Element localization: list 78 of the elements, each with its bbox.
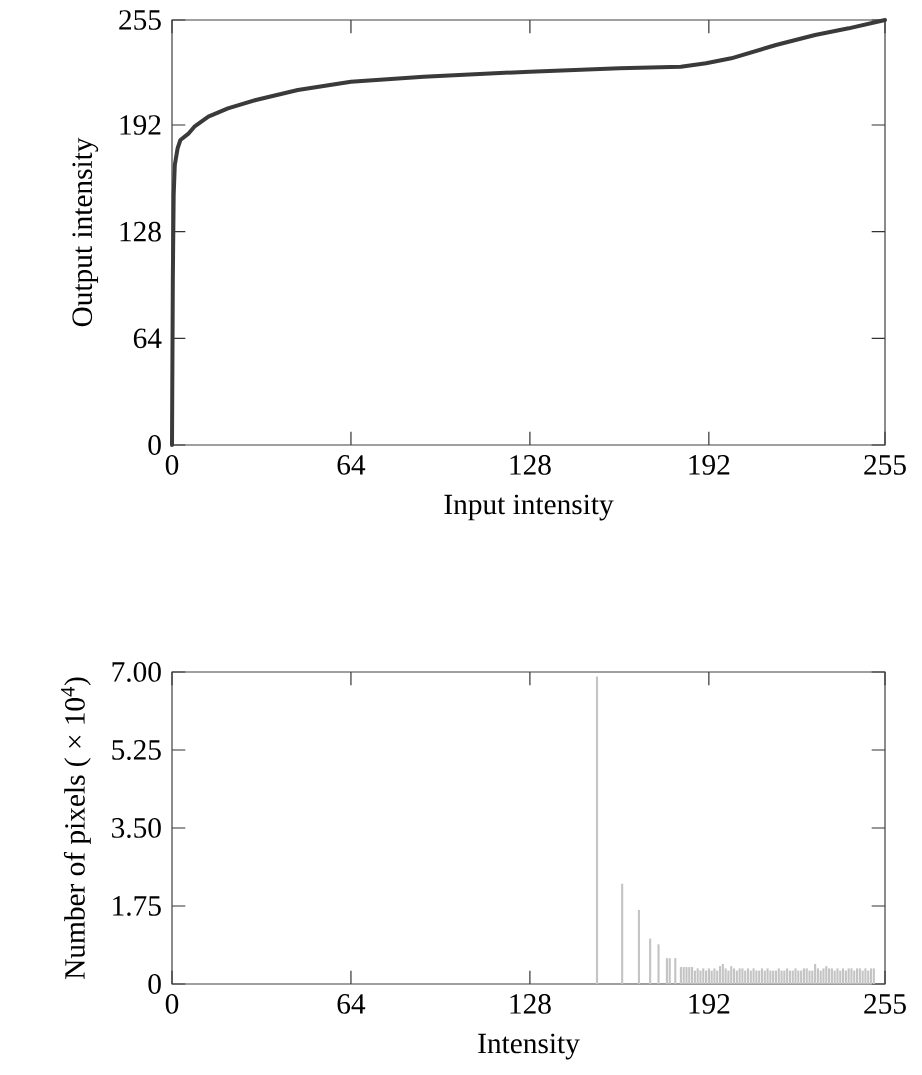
bar	[668, 958, 671, 984]
y-tick-label: 5.25	[112, 740, 161, 760]
bar	[869, 968, 873, 984]
y-tick-label: 0	[148, 974, 161, 994]
bar	[872, 968, 875, 984]
x-tick-label: 255	[864, 994, 906, 1014]
y-tick-label: 192	[120, 115, 161, 135]
y-axis-title: Number of pixels ( × 10$^{4}$)	[61, 677, 91, 979]
y-axis-title: Output intensity	[72, 137, 99, 327]
bar	[819, 970, 822, 984]
bar	[777, 968, 780, 984]
y-tick-label: 3.50	[112, 818, 161, 838]
bar	[861, 970, 864, 984]
x-tick-label: 192	[689, 994, 730, 1014]
bar	[679, 967, 682, 984]
y-tick-label: 7.00	[112, 662, 161, 682]
bar	[707, 968, 710, 984]
bar	[847, 968, 850, 984]
line-series	[170, 17, 888, 447]
bar	[744, 970, 747, 984]
bar	[833, 970, 836, 984]
bar	[772, 970, 775, 984]
bar	[867, 970, 870, 984]
bar	[816, 968, 819, 984]
y-tick-label: 255	[119, 10, 161, 30]
x-tick-label: 64	[337, 455, 366, 475]
bar	[724, 968, 727, 984]
bar	[682, 967, 685, 984]
x-tick-label: 64	[337, 994, 366, 1014]
y-tick-label: 128	[120, 221, 161, 242]
bar	[732, 968, 736, 984]
bar	[758, 970, 761, 984]
bar	[853, 970, 856, 984]
bar	[693, 970, 696, 984]
bar	[716, 970, 719, 984]
bar	[738, 968, 741, 984]
bar	[825, 966, 828, 984]
bar	[755, 970, 758, 984]
bar	[769, 970, 772, 984]
bar	[718, 966, 722, 984]
bar	[797, 970, 800, 984]
bar	[805, 968, 808, 984]
bar	[735, 970, 738, 984]
x-tick-label: 0	[165, 994, 179, 1014]
x-tick-label: 128	[510, 994, 551, 1014]
bar	[657, 944, 660, 984]
bar	[665, 958, 668, 984]
x-tick-label: 255	[864, 455, 906, 475]
bar	[814, 963, 817, 984]
bar	[721, 963, 724, 984]
bar	[688, 967, 691, 984]
bar	[822, 968, 825, 984]
x-tick-label: 0	[165, 455, 179, 475]
bar	[858, 968, 861, 984]
y-tick-label: 64	[133, 328, 162, 349]
bar	[702, 968, 705, 984]
bar	[637, 910, 641, 984]
x-tick-label: 192	[689, 455, 730, 475]
bar	[839, 970, 842, 984]
bar	[595, 676, 599, 984]
x-axis-title: Input intensity	[444, 494, 614, 521]
y-tick-label: 1.75	[113, 896, 161, 916]
bar	[791, 970, 794, 984]
bar	[710, 970, 713, 984]
bar	[746, 968, 750, 984]
y-tick-label: 0	[148, 435, 161, 455]
bar	[760, 968, 764, 984]
bar	[730, 966, 733, 984]
bar	[691, 967, 694, 984]
bar	[696, 968, 699, 984]
bar	[763, 970, 766, 984]
bar	[674, 958, 677, 984]
bar	[649, 938, 652, 984]
bar	[783, 970, 786, 984]
x-tick-label: 128	[510, 455, 551, 475]
x-axis-title: Intensity	[478, 1033, 580, 1060]
bar	[621, 883, 624, 984]
bar	[749, 970, 752, 984]
